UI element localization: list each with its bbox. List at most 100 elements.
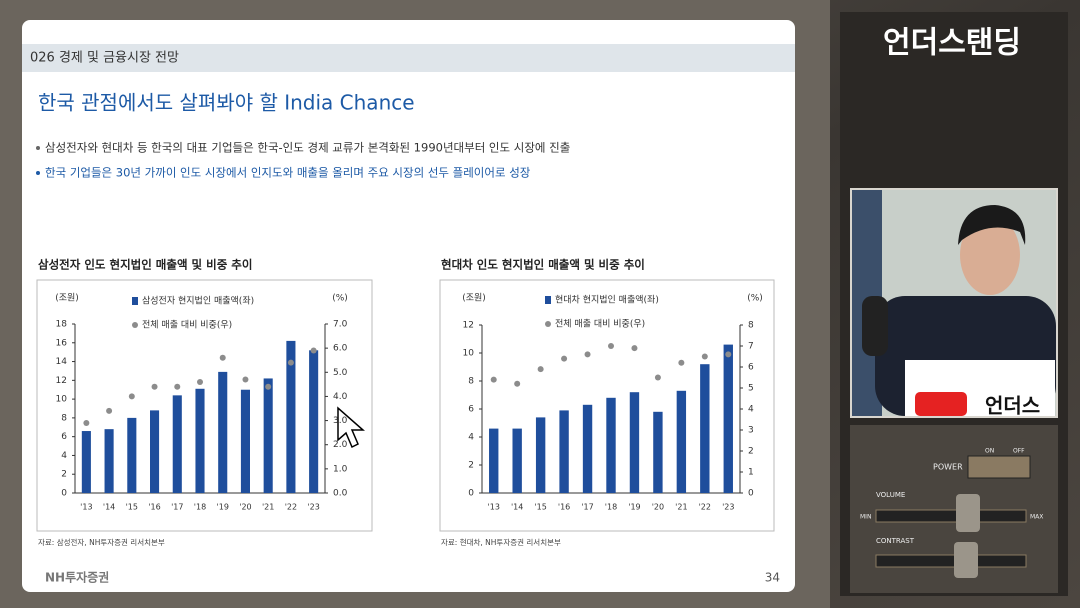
bar: [263, 378, 273, 493]
y2-unit: (%): [332, 294, 348, 304]
bar: [127, 417, 137, 493]
contrast-slider: [875, 554, 1027, 568]
y2-tick-label: 4.0: [333, 392, 348, 402]
x-tick-label: '23: [307, 503, 319, 512]
bar: [629, 392, 640, 493]
dot: [174, 383, 181, 390]
legend-swatch: [132, 322, 138, 328]
bar: [309, 350, 319, 493]
y2-tick-label: 2: [748, 447, 754, 457]
y-unit: (조원): [55, 293, 79, 304]
chart-title: 삼성전자 인도 현지법인 매출액 및 비중 추이: [38, 258, 252, 272]
y-tick-label: 6: [61, 432, 67, 442]
y-tick-label: 18: [56, 320, 68, 330]
y2-tick-label: 5: [748, 384, 754, 394]
bar: [286, 340, 296, 493]
dot: [310, 347, 317, 354]
slide: [22, 20, 795, 592]
legend-label: 전체 매출 대비 비중(우): [555, 319, 645, 330]
slide-title: 한국 관점에서도 살펴봐야 할 India Chance: [38, 91, 415, 115]
bar: [104, 429, 114, 493]
legend-label: 전체 매출 대비 비중(우): [142, 320, 232, 331]
x-tick-label: '15: [126, 503, 138, 512]
dot: [265, 383, 272, 390]
bar: [653, 411, 663, 493]
bullet-dot: [36, 146, 40, 150]
bar: [700, 364, 710, 493]
microphone: [862, 296, 888, 356]
x-tick-label: '22: [699, 503, 711, 512]
bar: [582, 404, 593, 493]
control-label: OFF: [1013, 448, 1025, 455]
contrast-knob: [954, 542, 978, 578]
bar: [489, 428, 499, 493]
legend-swatch: [132, 297, 138, 305]
y-tick-label: 16: [56, 338, 68, 348]
youtube-logo: [915, 392, 967, 416]
control-label: MAX: [1030, 514, 1043, 521]
bar: [240, 389, 250, 493]
y-tick-label: 0: [61, 489, 67, 499]
bar: [559, 410, 569, 493]
y2-tick-label: 7: [748, 342, 754, 352]
x-tick-label: '13: [488, 503, 500, 512]
legend-swatch: [545, 321, 551, 327]
dot: [151, 383, 158, 390]
dot: [242, 376, 249, 383]
y2-tick-label: 4: [748, 405, 754, 415]
dot: [701, 353, 708, 360]
y2-unit: (%): [747, 294, 763, 304]
bar: [535, 417, 546, 493]
y2-tick-label: 6: [748, 363, 754, 373]
dot: [83, 419, 90, 426]
dot: [537, 366, 544, 373]
y2-tick-label: 3: [748, 426, 754, 436]
bar: [606, 397, 616, 493]
control-label: CONTRAST: [876, 537, 915, 545]
chart-box: [439, 279, 775, 532]
x-tick-label: '19: [628, 503, 640, 512]
y-tick-label: 8: [61, 413, 67, 423]
person-head: [960, 215, 1020, 295]
bullet: 삼성전자와 현대차 등 한국의 대표 기업들은 한국-인도 경제 교류가 본격화…: [45, 141, 570, 155]
cursor: [337, 406, 365, 449]
x-tick-label: '22: [285, 503, 297, 512]
bar: [723, 344, 733, 493]
legend-swatch: [545, 296, 551, 304]
bar: [218, 371, 228, 493]
legend-label: 현대차 현지법인 매출액(좌): [555, 294, 659, 306]
dot: [561, 355, 568, 362]
y2-tick-label: 8: [748, 321, 754, 331]
y2-tick-label: 6.0: [333, 344, 348, 354]
y-tick-label: 10: [56, 395, 68, 405]
y2-tick-label: 3.0: [333, 416, 348, 426]
source: 자료: 현대차, NH투자증권 리서치본부: [441, 538, 561, 547]
logo: NH투자증권: [45, 570, 109, 585]
y-tick-label: 12: [463, 321, 474, 331]
y2-tick-label: 1: [748, 468, 754, 478]
x-tick-label: '16: [148, 503, 160, 512]
y2-tick-label: 7.0: [333, 320, 348, 330]
chart-box: [36, 279, 373, 532]
dot: [287, 359, 294, 366]
y-tick-label: 10: [463, 349, 475, 359]
dot: [608, 343, 614, 349]
x-tick-label: '14: [103, 503, 115, 512]
x-tick-label: '21: [262, 503, 274, 512]
x-tick-label: '20: [239, 503, 251, 512]
bullet-dot: [36, 171, 40, 175]
y-tick-label: 8: [468, 377, 474, 387]
x-tick-label: '15: [534, 503, 546, 512]
dot: [631, 345, 638, 352]
power-switch: [967, 455, 1031, 479]
y-unit: (조원): [462, 293, 486, 304]
page-number: 34: [765, 571, 780, 585]
x-tick-label: '23: [722, 503, 734, 512]
x-tick-label: '21: [675, 503, 687, 512]
slide-header-bar: [22, 44, 795, 72]
dot: [106, 407, 113, 414]
person-hair: [958, 205, 1026, 245]
bar: [195, 388, 205, 493]
sign-text: 언더스: [985, 394, 1040, 418]
